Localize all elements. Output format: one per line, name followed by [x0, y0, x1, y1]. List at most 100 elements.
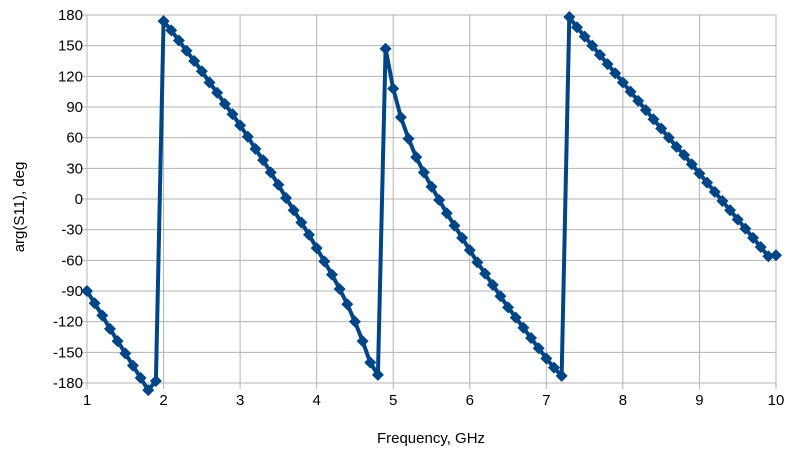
data-point-marker [547, 361, 560, 374]
data-point-marker [111, 335, 124, 348]
data-point-marker [318, 255, 331, 268]
data-point-marker [96, 309, 109, 322]
y-tick-label: 60 [66, 130, 83, 147]
y-tick-label: 90 [66, 99, 83, 116]
data-point-marker [502, 301, 515, 314]
y-tick-label: -60 [61, 252, 83, 269]
data-point-marker [149, 374, 162, 387]
y-tick-label: 150 [58, 38, 83, 55]
data-point-marker [387, 82, 400, 95]
y-tick-label: -150 [53, 344, 83, 361]
data-point-marker [172, 34, 185, 47]
data-point-marker [356, 335, 369, 348]
data-point-marker [509, 311, 522, 324]
data-point-marker [134, 371, 147, 384]
data-point-marker [341, 298, 354, 311]
data-point-marker [142, 384, 155, 397]
y-tick-label: 120 [58, 68, 83, 85]
data-point-marker [218, 97, 231, 110]
data-point-marker [257, 154, 270, 167]
x-tick-label: 7 [542, 392, 550, 409]
data-point-marker [417, 166, 430, 179]
x-axis-label: Frequency, GHz [377, 430, 485, 447]
data-point-marker [371, 368, 384, 381]
data-point-marker [81, 285, 93, 297]
data-point-marker [517, 321, 530, 334]
x-tick-label: 5 [389, 392, 397, 409]
y-tick-label: 30 [66, 160, 83, 177]
data-point-marker [578, 30, 591, 43]
y-tick-label: -90 [61, 283, 83, 300]
data-point-marker [532, 342, 545, 355]
data-point-marker [195, 65, 208, 78]
y-tick-labels: 180 150 120 90 60 30 0 -30 -60 -90 -120 -150 -180 [53, 7, 83, 392]
x-tick-label: 4 [312, 392, 320, 409]
data-point-marker [264, 166, 277, 179]
data-point-marker [402, 132, 415, 145]
data-point-marker [463, 244, 476, 257]
x-tick-label: 6 [466, 392, 474, 409]
x-tick-label: 2 [159, 392, 167, 409]
grid-lines [81, 14, 777, 389]
data-point-marker [662, 131, 675, 144]
data-point-marker [609, 67, 622, 80]
data-point-marker [272, 178, 285, 191]
data-point-marker [739, 222, 752, 235]
data-point-marker [593, 48, 606, 61]
data-point-marker [433, 194, 446, 207]
plot-frame [86, 14, 777, 384]
y-tick-label: 180 [58, 7, 83, 24]
data-point-marker [241, 130, 254, 143]
data-point-marker [379, 42, 392, 55]
data-point-marker [540, 352, 553, 365]
data-point-marker [303, 228, 316, 241]
data-point-marker [479, 267, 492, 280]
data-point-marker [226, 108, 239, 121]
data-point-marker [456, 231, 469, 244]
y-axis-label: arg(S11), deg [11, 162, 28, 253]
data-point-marker [724, 204, 737, 217]
data-point-marker [486, 278, 499, 291]
data-point-marker [693, 167, 706, 180]
data-point-marker [280, 191, 293, 204]
y-tick-label: -30 [61, 222, 83, 239]
data-point-marker [639, 104, 652, 117]
y-tick-label: -180 [53, 375, 83, 392]
x-tick-label: 3 [236, 392, 244, 409]
series-group [81, 11, 782, 397]
data-point-marker [471, 256, 484, 269]
data-point-marker [685, 158, 698, 171]
data-point-marker [157, 15, 170, 28]
data-point-marker [655, 122, 668, 135]
data-point-marker [165, 24, 178, 37]
data-point-marker [180, 44, 193, 57]
y-tick-label: 0 [75, 191, 83, 208]
data-point-marker [188, 55, 201, 67]
data-point-marker [754, 241, 767, 254]
data-point-marker [119, 347, 132, 360]
data-point-marker [348, 315, 361, 328]
data-point-marker [425, 180, 438, 193]
data-point-marker [632, 94, 645, 107]
data-point-marker [310, 242, 323, 255]
data-point-marker [203, 76, 216, 89]
data-point-marker [364, 356, 377, 369]
data-point-marker [762, 250, 775, 263]
data-point-marker [747, 231, 760, 244]
data-point-marker [394, 111, 407, 124]
series-line [85, 15, 778, 393]
data-point-marker [410, 151, 423, 164]
data-point-marker [701, 176, 714, 189]
x-tick-label: 9 [695, 392, 703, 409]
data-point-marker [601, 58, 614, 71]
data-point-marker [88, 297, 101, 310]
data-point-marker [708, 185, 721, 198]
data-point-marker [103, 322, 116, 335]
data-point-marker [211, 86, 224, 99]
x-tick-label: 10 [768, 392, 785, 409]
data-point-marker [624, 85, 637, 98]
x-tick-label: 1 [83, 392, 91, 409]
data-point-marker [448, 219, 461, 232]
data-point-marker [126, 359, 139, 372]
